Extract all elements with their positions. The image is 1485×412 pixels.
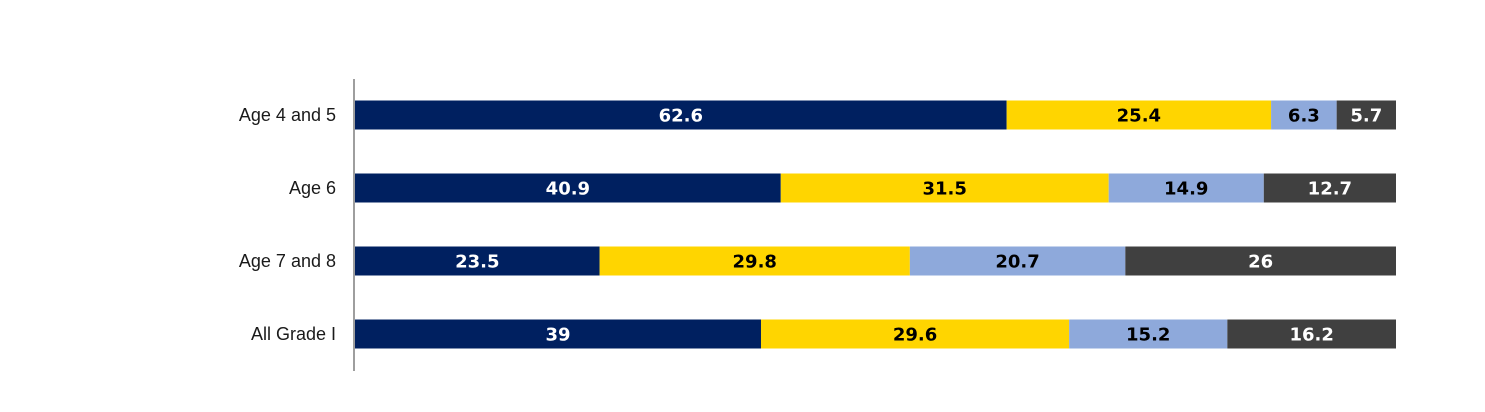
category-labels: Age 4 and 5 Age 6 Age 7 and 8 All Grade I: [239, 105, 336, 344]
bar-segments: [355, 100, 1396, 349]
data-label: 5.7: [1350, 106, 1382, 127]
bar-segment: [355, 319, 761, 349]
data-label: 14.9: [1164, 179, 1208, 200]
data-label: 29.8: [733, 252, 777, 273]
data-label: 29.6: [893, 325, 937, 346]
data-label: 26: [1248, 252, 1273, 273]
data-label: 31.5: [923, 179, 967, 200]
bar-segment: [1125, 246, 1396, 276]
bar-segment: [355, 173, 781, 203]
bar-segment: [1263, 173, 1396, 203]
bar-segment: [355, 100, 1007, 130]
bar-segment: [1108, 173, 1264, 203]
bar-segment: [1069, 319, 1228, 349]
data-label: 6.3: [1288, 106, 1320, 127]
data-label: 15.2: [1126, 325, 1170, 346]
data-label: 12.7: [1308, 179, 1352, 200]
data-label: 23.5: [455, 252, 499, 273]
data-label: 20.7: [995, 252, 1039, 273]
bar-segment: [355, 246, 600, 276]
bar-segment: [760, 319, 1070, 349]
bar-segment: [1271, 100, 1337, 130]
bar-segment: [1006, 100, 1272, 130]
category-label: Age 4 and 5: [239, 105, 336, 125]
data-label: 62.6: [659, 106, 703, 127]
data-label: 25.4: [1117, 106, 1161, 127]
data-label: 39: [545, 325, 570, 346]
category-label: All Grade I: [251, 324, 336, 344]
data-label: 40.9: [546, 179, 590, 200]
category-label: Age 7 and 8: [239, 251, 336, 271]
bar-segment: [1227, 319, 1396, 349]
bar-segment: [599, 246, 910, 276]
bar-segment: [909, 246, 1126, 276]
data-label: 16.2: [1289, 325, 1333, 346]
category-label: Age 6: [289, 178, 336, 198]
bar-segment: [1336, 100, 1396, 130]
bar-segment: [780, 173, 1109, 203]
data-labels: 62.6 25.4 6.3 5.7 40.9 31.5 14.9 12.7 23.5 29.8 20…: [455, 106, 1382, 346]
